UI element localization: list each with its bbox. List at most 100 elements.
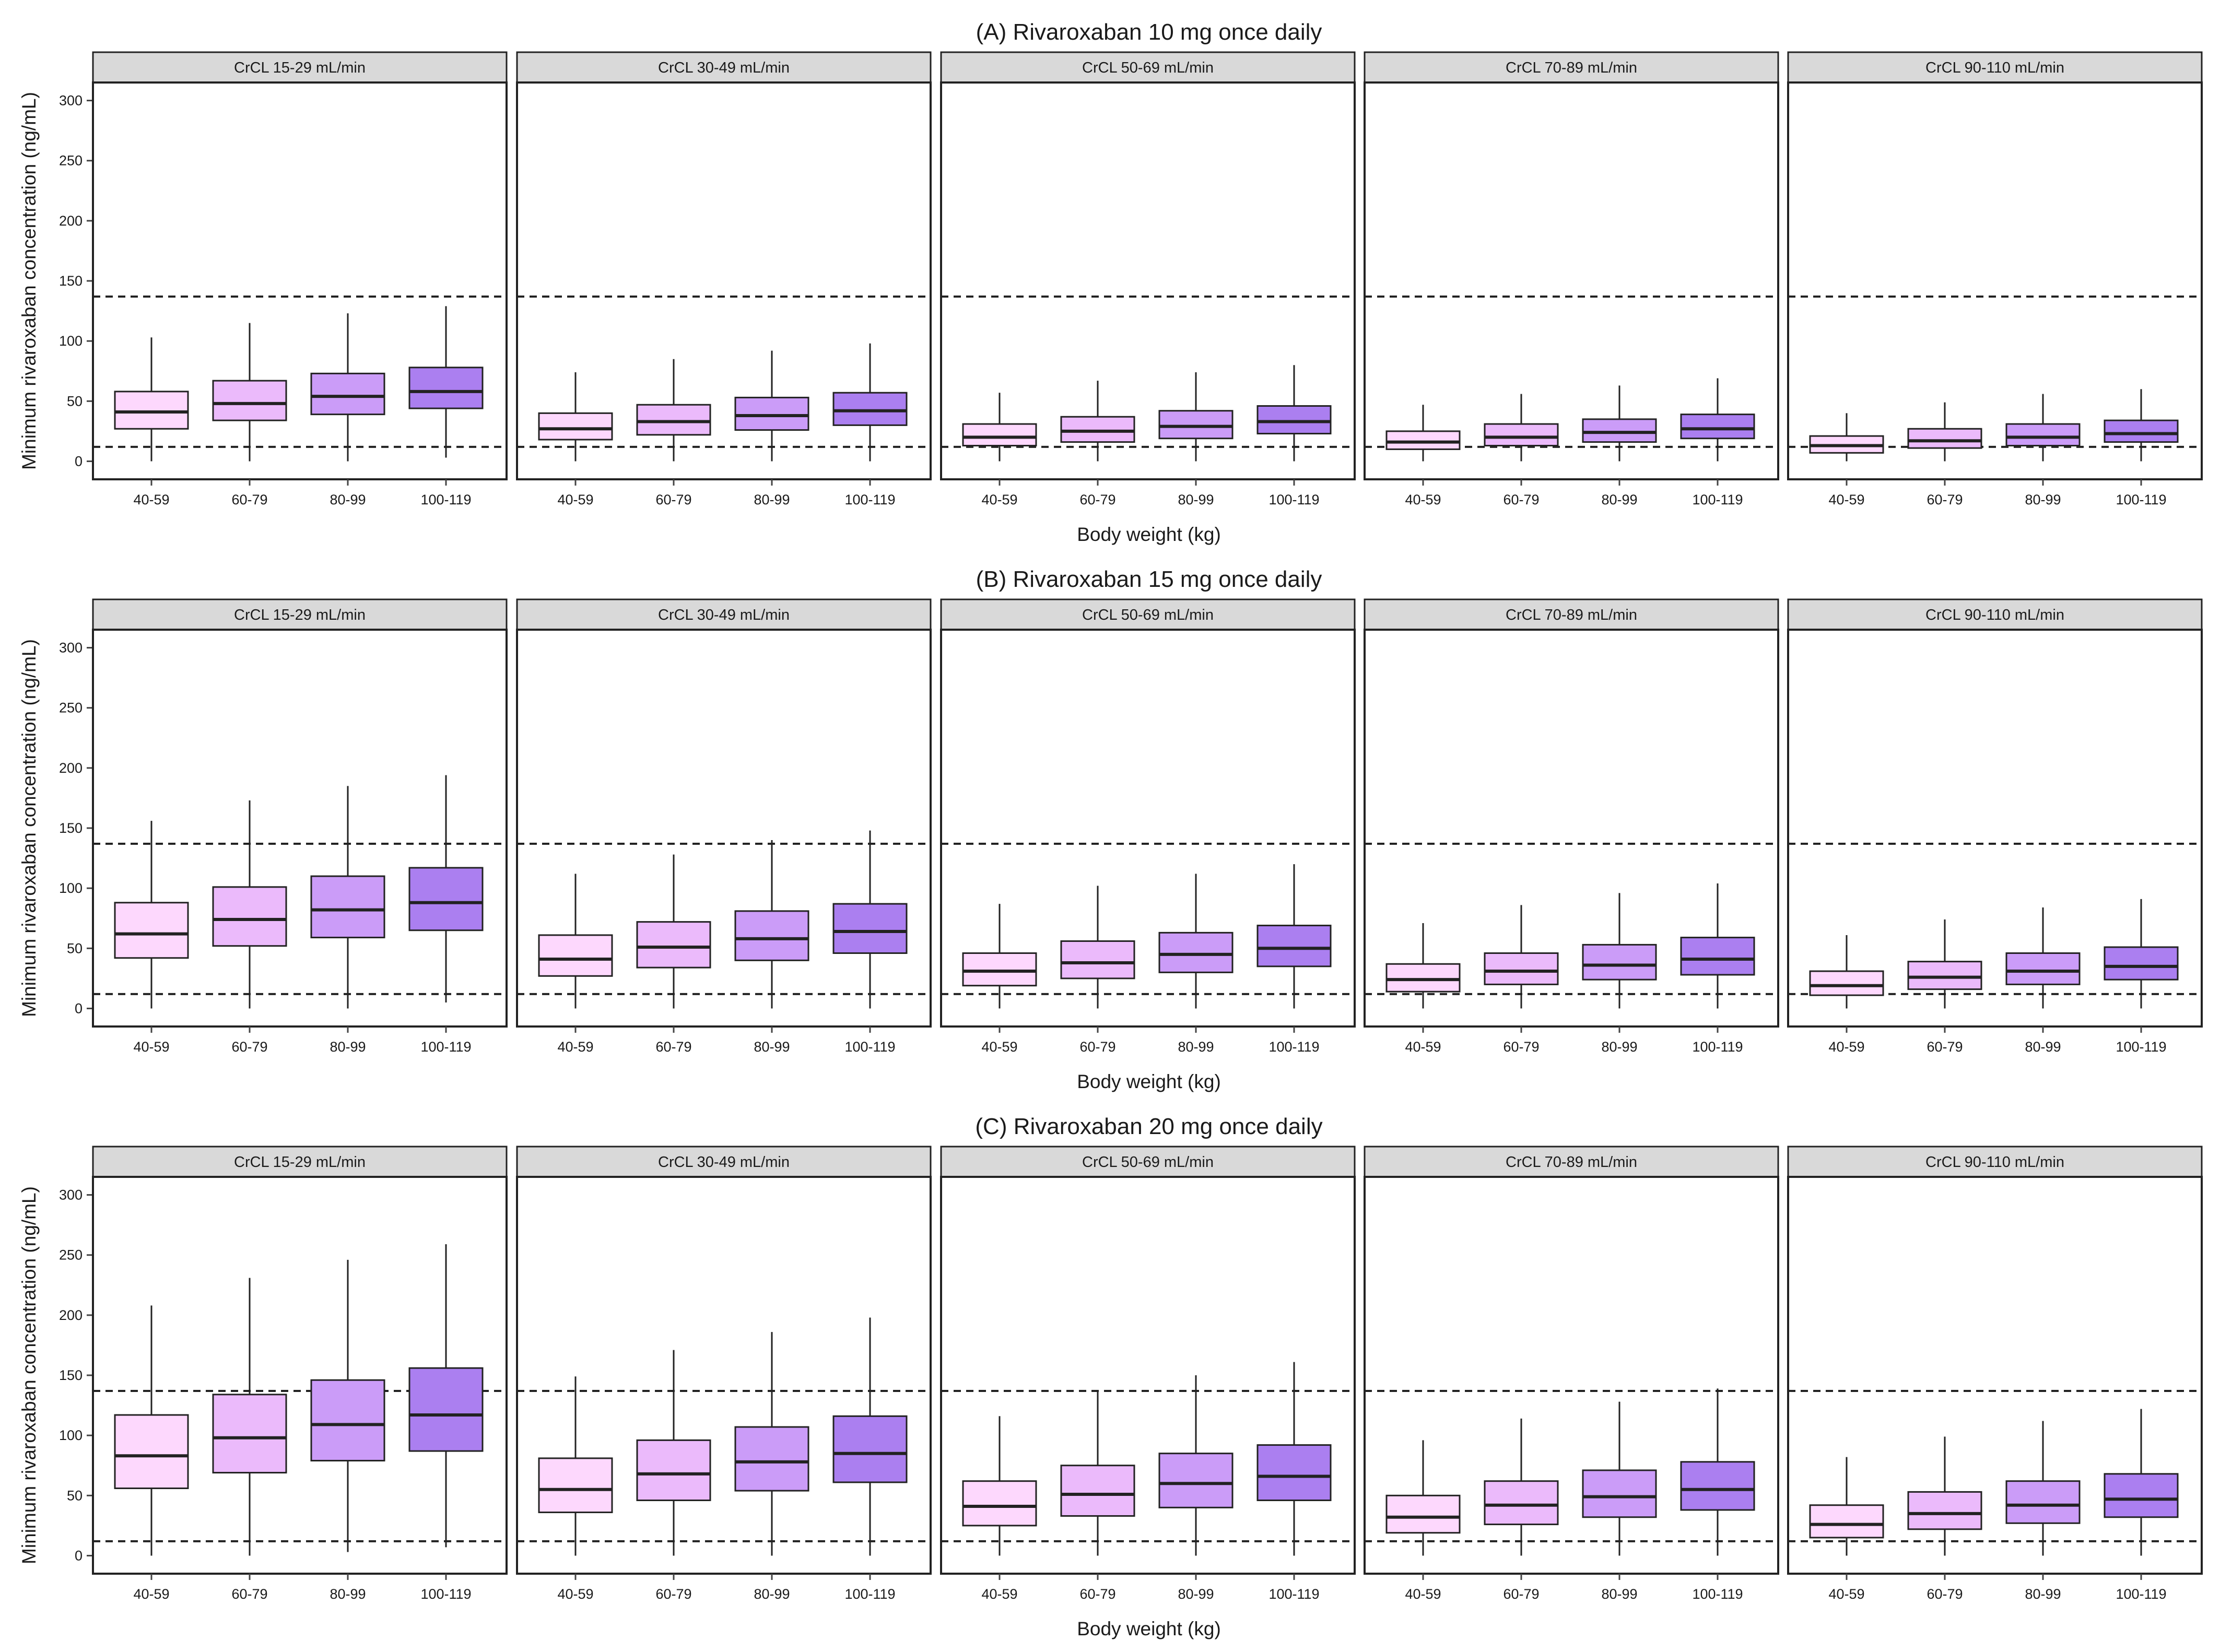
facet-strip-label: CrCL 50-69 mL/min <box>1082 607 1214 623</box>
box-iqr <box>114 391 189 430</box>
x-tick-label: 40-59 <box>1405 492 1441 508</box>
box-iqr <box>310 372 385 416</box>
x-tick-label: 100-119 <box>844 1039 895 1055</box>
x-tick-label: 100-119 <box>844 1586 895 1602</box>
facet-strip-label: CrCL 70-89 mL/min <box>1506 60 1637 76</box>
box-iqr <box>962 423 1037 447</box>
facet-strip <box>1364 598 1779 631</box>
facet-panel: CrCL 90-110 mL/min 40-59 60-79 80-99 100-119 <box>1787 51 2203 508</box>
x-tick-label: 100-119 <box>1692 1586 1743 1602</box>
x-tick-label: 100-119 <box>1692 1039 1743 1055</box>
x-tick-label: 100-119 <box>1268 492 1319 508</box>
box-iqr <box>212 380 287 421</box>
facet-strip <box>1364 1146 1779 1178</box>
panel-frame <box>940 81 1356 480</box>
box-iqr <box>538 412 613 441</box>
facet-strip-label: CrCL 30-49 mL/min <box>658 607 790 623</box>
box-iqr <box>1809 1504 1884 1539</box>
y-tick-label: 250 <box>59 153 83 169</box>
facet-strip-label: CrCL 90-110 mL/min <box>1925 607 2064 623</box>
box-iqr <box>734 910 809 961</box>
box-iqr <box>114 902 189 959</box>
facet-strip <box>92 1146 508 1178</box>
x-tick-label: 100-119 <box>420 492 471 508</box>
facet-strip <box>1787 51 2203 84</box>
box-iqr <box>1256 925 1332 967</box>
x-tick-label: 80-99 <box>2025 1039 2061 1055</box>
box-iqr <box>636 1439 711 1502</box>
box-iqr <box>408 867 484 931</box>
facet-panel: CrCL 15-29 mL/min 40-59 60-79 80-99 100-119 <box>92 51 508 508</box>
x-tick-label: 40-59 <box>557 1586 593 1602</box>
y-tick-label: 100 <box>59 880 83 896</box>
box-iqr <box>1484 952 1559 985</box>
y-tick-label: 50 <box>67 940 83 956</box>
x-tick-label: 40-59 <box>133 1039 169 1055</box>
facet-panel: CrCL 70-89 mL/min 40-59 60-79 80-99 100-119 <box>1364 598 1779 1055</box>
x-tick-label: 60-79 <box>231 492 267 508</box>
box-iqr <box>408 367 484 409</box>
panel-frame <box>516 1176 932 1575</box>
box-iqr <box>1256 1444 1332 1502</box>
box-iqr <box>2104 1473 2179 1518</box>
x-tick-label: 40-59 <box>557 492 593 508</box>
x-tick-label: 80-99 <box>754 1039 790 1055</box>
x-tick-label: 60-79 <box>655 1039 691 1055</box>
x-tick-label: 100-119 <box>2116 1586 2166 1602</box>
box-iqr <box>1582 943 1657 981</box>
y-tick-label: 300 <box>59 640 83 656</box>
y-tick-label: 100 <box>59 333 83 349</box>
y-tick-label: 150 <box>59 273 83 289</box>
x-axis-title: Body weight (kg) <box>1077 524 1221 545</box>
x-tick-label: 100-119 <box>844 492 895 508</box>
x-tick-label: 100-119 <box>2116 492 2166 508</box>
box-iqr <box>2104 419 2179 443</box>
facet-strip-label: CrCL 70-89 mL/min <box>1506 1154 1637 1171</box>
facet-panel: CrCL 50-69 mL/min 40-59 60-79 80-99 100-119 <box>940 51 1356 508</box>
x-tick-label: 60-79 <box>1079 492 1115 508</box>
box-iqr <box>734 1426 809 1492</box>
facet-panel: CrCL 15-29 mL/min 40-59 60-79 80-99 100-119 <box>92 1146 508 1602</box>
facet-panel: CrCL 90-110 mL/min 40-59 60-79 80-99 100-119 <box>1787 1146 2203 1602</box>
y-tick-label: 250 <box>59 1247 83 1263</box>
x-tick-label: 80-99 <box>1178 1586 1214 1602</box>
facet-strip-label: CrCL 50-69 mL/min <box>1082 60 1214 76</box>
box-iqr <box>1809 970 1884 996</box>
facet-panel: CrCL 30-49 mL/min 40-59 60-79 80-99 100-119 <box>516 598 932 1055</box>
x-tick-label: 80-99 <box>1178 1039 1214 1055</box>
x-tick-label: 40-59 <box>981 1039 1017 1055</box>
box-iqr <box>832 392 908 426</box>
x-tick-label: 60-79 <box>1503 1586 1539 1602</box>
panel-frame <box>1787 81 2203 480</box>
x-tick-label: 60-79 <box>231 1039 267 1055</box>
x-tick-label: 100-119 <box>420 1586 471 1602</box>
chart-row-3: (C) Rivaroxaban 20 mg once daily Minimum … <box>18 1114 2203 1639</box>
y-tick-label: 0 <box>75 453 83 469</box>
x-tick-label: 100-119 <box>1268 1039 1319 1055</box>
x-tick-label: 40-59 <box>1405 1586 1441 1602</box>
y-axis-title: Minimum rivaroxaban concentration (ng/mL… <box>18 639 40 1017</box>
facet-strip <box>516 1146 932 1178</box>
row-title: (A) Rivaroxaban 10 mg once daily <box>976 19 1322 45</box>
facet-strip <box>940 1146 1356 1178</box>
y-tick-label: 200 <box>59 760 83 776</box>
x-tick-label: 60-79 <box>655 492 691 508</box>
box-iqr <box>636 921 711 969</box>
x-tick-label: 80-99 <box>330 492 366 508</box>
facet-strip <box>1787 1146 2203 1178</box>
facet-panel: CrCL 50-69 mL/min 40-59 60-79 80-99 100-119 <box>940 1146 1356 1602</box>
x-tick-label: 40-59 <box>981 1586 1017 1602</box>
box-iqr <box>310 1379 385 1462</box>
box-iqr <box>538 1457 613 1514</box>
box-iqr <box>1680 414 1755 440</box>
box-iqr <box>962 952 1037 987</box>
facet-panel: CrCL 70-89 mL/min 40-59 60-79 80-99 100-119 <box>1364 51 1779 508</box>
x-tick-label: 40-59 <box>1828 1039 1864 1055</box>
facet-panel: CrCL 15-29 mL/min 40-59 60-79 80-99 100-119 <box>92 598 508 1055</box>
x-tick-label: 60-79 <box>655 1586 691 1602</box>
chart-row-2: (B) Rivaroxaban 15 mg once daily Minimum … <box>18 567 2203 1092</box>
facet-panel: CrCL 50-69 mL/min 40-59 60-79 80-99 100-119 <box>940 598 1356 1055</box>
box-iqr <box>1385 1494 1461 1534</box>
facet-strip <box>940 51 1356 84</box>
x-tick-label: 60-79 <box>1079 1039 1115 1055</box>
